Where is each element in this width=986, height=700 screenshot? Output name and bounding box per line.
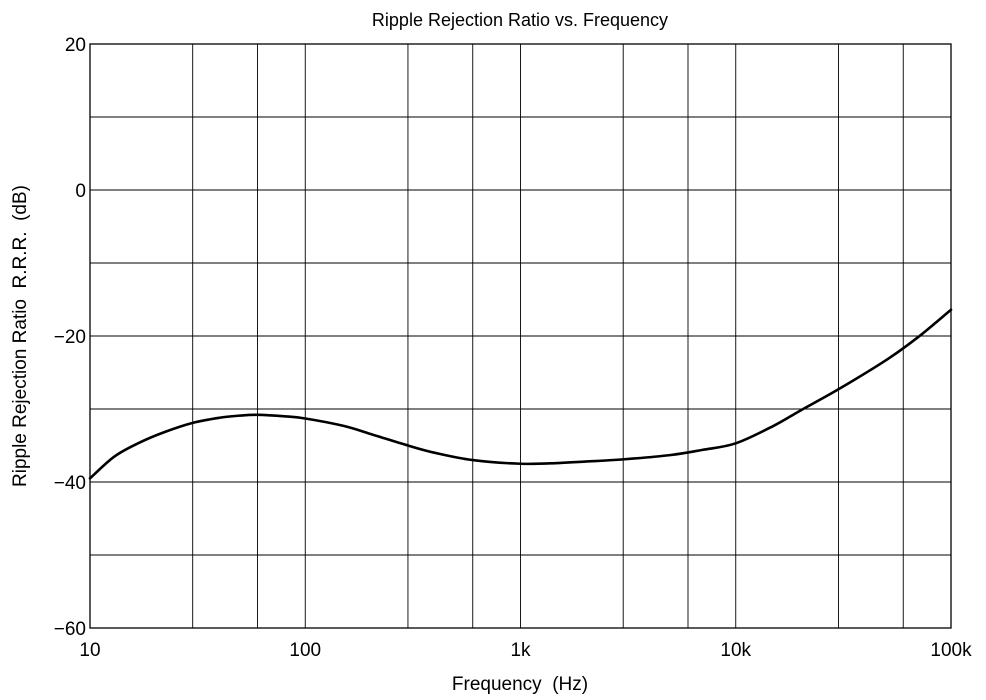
- tick-labels: 10 100 1k 10k 100k 20 0 −20 −40 −60: [54, 35, 972, 661]
- x-tick-label: 10: [79, 640, 100, 661]
- y-tick-label: −60: [54, 619, 86, 640]
- y-axis-label: Ripple Rejection Ratio R.R.R. (dB): [10, 185, 31, 487]
- y-tick-label: −20: [54, 327, 86, 348]
- x-tick-label: 100: [289, 640, 321, 661]
- series-line: [88, 308, 953, 480]
- plot-frame: [89, 43, 952, 629]
- y-tick-label: −40: [54, 473, 86, 494]
- x-tick-label: 1k: [510, 640, 531, 661]
- x-axis-label: Frequency (Hz): [452, 674, 588, 695]
- chart-title: Ripple Rejection Ratio vs. Frequency: [372, 10, 668, 30]
- x-tick-label: 10k: [720, 640, 751, 661]
- y-tick-label: 20: [65, 35, 86, 56]
- grid: [90, 44, 951, 628]
- y-tick-label: 0: [75, 181, 86, 202]
- x-tick-label: 100k: [930, 640, 972, 661]
